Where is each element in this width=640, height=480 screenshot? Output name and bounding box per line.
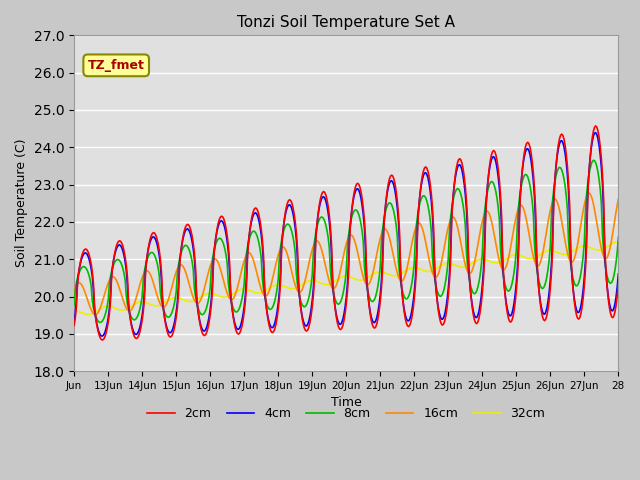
2cm (319, 190, 326, 195)
8cm (97, 320, 104, 325)
16cm (585, 190, 593, 196)
4cm (319, 194, 326, 200)
8cm (319, 215, 326, 220)
32cm (70, 308, 78, 313)
16cm (70, 286, 78, 292)
2cm (592, 123, 600, 129)
16cm (592, 213, 600, 219)
4cm (592, 130, 600, 135)
2cm (70, 323, 78, 328)
4cm (614, 271, 622, 277)
2cm (466, 280, 474, 286)
32cm (473, 257, 481, 263)
16cm (319, 250, 326, 256)
Line: 2cm: 2cm (74, 126, 618, 340)
Title: Tonzi Soil Temperature Set A: Tonzi Soil Temperature Set A (237, 15, 455, 30)
8cm (347, 218, 355, 224)
4cm (99, 333, 106, 339)
Line: 8cm: 8cm (74, 160, 618, 323)
8cm (70, 301, 78, 307)
2cm (473, 321, 481, 326)
4cm (466, 281, 474, 287)
16cm (614, 196, 622, 202)
2cm (347, 217, 355, 223)
16cm (466, 271, 474, 276)
Line: 4cm: 4cm (74, 132, 618, 336)
4cm (347, 216, 355, 222)
2cm (454, 157, 462, 163)
4cm (70, 318, 78, 324)
8cm (473, 288, 481, 294)
16cm (347, 232, 355, 238)
16cm (473, 249, 481, 254)
2cm (99, 337, 106, 343)
32cm (454, 264, 462, 269)
2cm (614, 279, 622, 285)
Text: TZ_fmet: TZ_fmet (88, 59, 145, 72)
32cm (614, 239, 622, 245)
8cm (614, 234, 622, 240)
32cm (347, 274, 355, 280)
8cm (454, 186, 462, 192)
8cm (589, 157, 597, 163)
2cm (591, 124, 598, 130)
X-axis label: Time: Time (331, 396, 362, 409)
Y-axis label: Soil Temperature (C): Soil Temperature (C) (15, 139, 28, 267)
Legend: 2cm, 4cm, 8cm, 16cm, 32cm: 2cm, 4cm, 8cm, 16cm, 32cm (142, 402, 550, 425)
32cm (466, 262, 474, 267)
8cm (466, 279, 474, 285)
4cm (591, 130, 598, 136)
32cm (319, 281, 326, 287)
32cm (84, 312, 92, 317)
Line: 16cm: 16cm (74, 193, 618, 315)
8cm (592, 160, 600, 166)
4cm (473, 314, 481, 320)
16cm (92, 312, 100, 318)
4cm (454, 162, 462, 168)
16cm (454, 228, 462, 234)
Line: 32cm: 32cm (74, 242, 618, 314)
32cm (591, 247, 598, 252)
